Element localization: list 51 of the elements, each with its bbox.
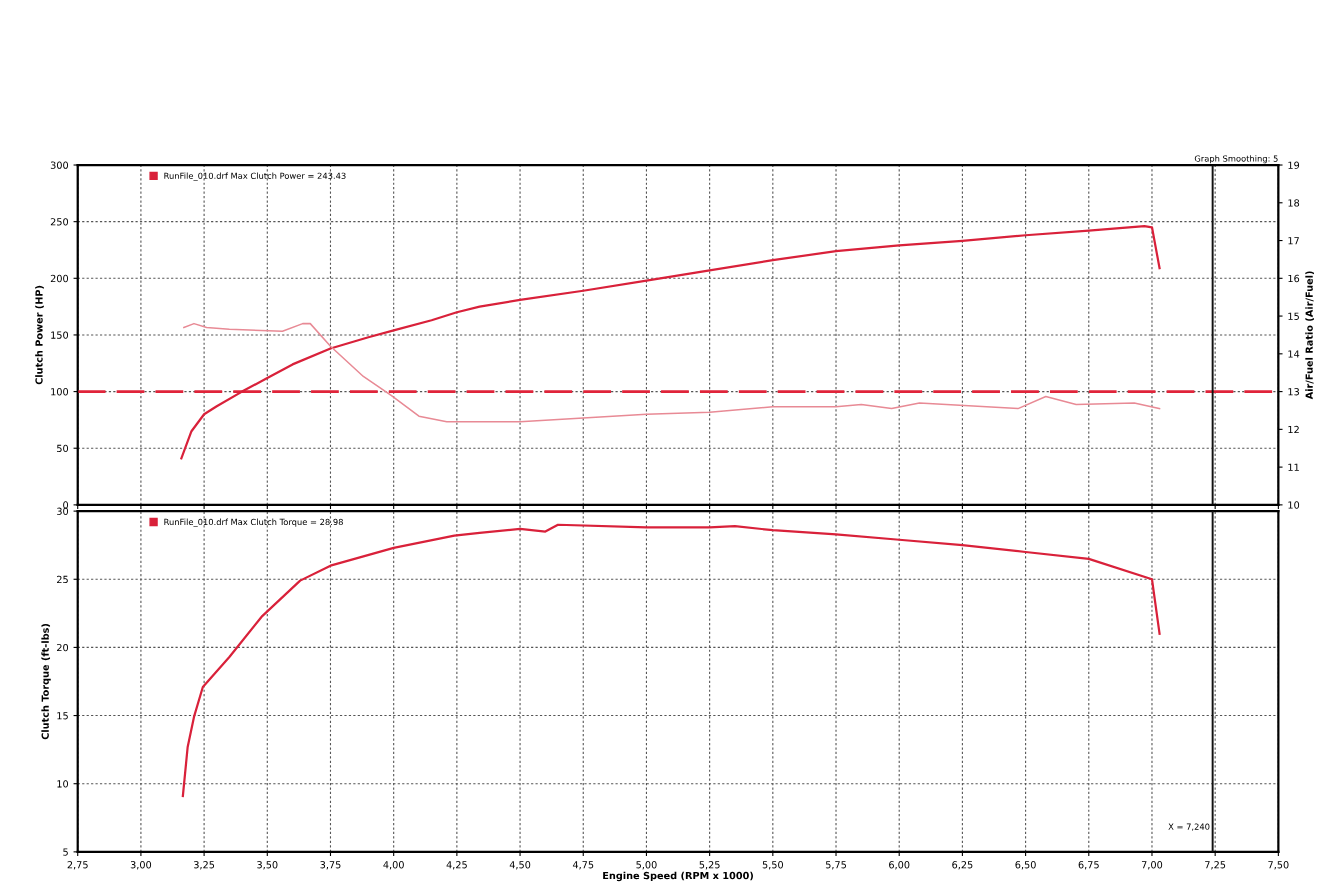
y-tick-label: 30 — [57, 507, 69, 515]
x-tick-label: 7,50 — [1268, 861, 1289, 870]
y2-tick-label: 18 — [1288, 199, 1300, 207]
x-tick-label: 6,00 — [889, 861, 910, 870]
x-axis-title: Engine Speed (RPM x 1000) — [603, 871, 753, 882]
text: Graph Smoothing: 5 — [1194, 155, 1278, 164]
x-tick-label: 6,75 — [1078, 861, 1099, 870]
x-tick-label: 3,00 — [130, 861, 152, 870]
y-tick-label: 300 — [50, 161, 69, 169]
y2-tick-label: 12 — [1288, 425, 1299, 434]
x-tick-label: 3,50 — [257, 861, 278, 870]
y-tick-label: 50 — [57, 444, 69, 453]
x-tick-label: 2,75 — [67, 861, 88, 870]
x-tick-label: 7,00 — [1141, 861, 1163, 870]
x-tick-label: 4,25 — [446, 861, 467, 870]
y-tick-label: 150 — [51, 331, 69, 339]
y2-tick-label: 14 — [1288, 350, 1300, 358]
y2-tick-label: 11 — [1288, 463, 1299, 471]
y-axis-title: Clutch Torque (ft-lbs) — [41, 623, 51, 740]
y2-tick-label: 19 — [1288, 161, 1300, 169]
x-tick-label: 6,25 — [952, 861, 973, 870]
x-tick-label: 5,00 — [636, 861, 657, 870]
y-tick-label: 25 — [57, 575, 68, 584]
y-tick-label: 20 — [57, 643, 69, 652]
x-tick-label: 5,75 — [825, 861, 846, 870]
x-tick-label: 3,25 — [194, 861, 215, 870]
x-tick-label: 4,00 — [383, 861, 404, 870]
y-tick-label: 10 — [57, 780, 69, 788]
y-tick-label: 250 — [50, 218, 69, 226]
x-tick-label: 5,50 — [762, 861, 784, 870]
x-tick-label: 5,25 — [699, 861, 720, 870]
y-tick-label: 0 — [63, 501, 69, 509]
x-tick-label: 6,50 — [1015, 861, 1036, 870]
y-axis-title: Clutch Power (HP) — [35, 285, 44, 385]
y2-tick-label: 13 — [1288, 388, 1299, 396]
ref-line-label: X = 7,240 — [1168, 823, 1210, 831]
y-tick-label: 100 — [51, 388, 69, 396]
y-tick-label: 200 — [50, 274, 69, 283]
x-tick-label: 4,75 — [572, 861, 594, 870]
y-tick-label: 15 — [57, 712, 68, 720]
legend-label: RunFile_010.drf Max Clutch Power = 243.43 — [164, 172, 346, 181]
y2-axis-title: Air/Fuel Ratio (Air/Fuel) — [1305, 271, 1314, 400]
y2-tick-label: 16 — [1288, 274, 1300, 283]
y2-tick-label: 15 — [1288, 312, 1299, 320]
x-tick-label: 4,50 — [509, 861, 531, 870]
y2-tick-label: 17 — [1288, 237, 1299, 245]
x-tick-label: 7,25 — [1205, 861, 1226, 870]
x-tick-label: 3,75 — [320, 861, 341, 870]
y-tick-label: 5 — [63, 848, 68, 856]
y2-tick-label: 10 — [1288, 501, 1300, 509]
legend-label: RunFile_010.drf Max Clutch Torque = 28.98 — [164, 518, 343, 527]
